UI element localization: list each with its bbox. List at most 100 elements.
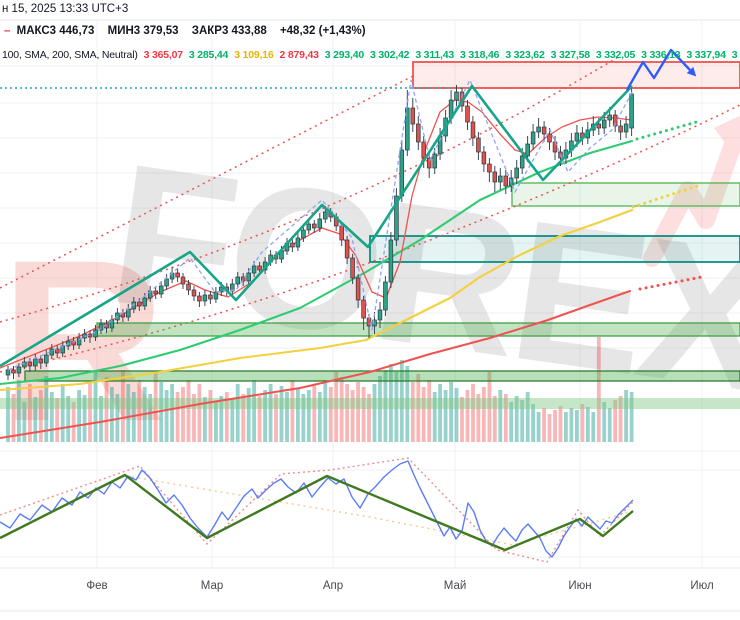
candle-down: [137, 301, 142, 307]
volume-bar: [159, 382, 164, 442]
candle-down: [180, 276, 186, 285]
dotted-projection: [631, 184, 699, 209]
dotted-projection: [638, 275, 704, 291]
volume-bar: [28, 384, 32, 442]
teal-zigzag-trendline: [0, 84, 633, 368]
indicator-value: 3 365,07: [143, 49, 183, 61]
volume-bar: [334, 372, 339, 442]
candle-up: [399, 149, 405, 197]
volume-bar: [274, 394, 278, 442]
volume-bar: [531, 404, 535, 442]
volume-bar: [558, 406, 563, 442]
price-tick-mark: –: [4, 25, 11, 37]
volume-bar: [312, 384, 317, 442]
candle-up: [16, 366, 22, 374]
volume-bar: [55, 398, 60, 442]
candle-down: [547, 133, 552, 143]
candle-down: [476, 137, 481, 153]
volume-bar: [356, 382, 360, 442]
volume-bar: [607, 408, 612, 442]
candle-down: [487, 163, 492, 173]
candle-down: [27, 361, 33, 367]
candle-up: [629, 93, 634, 129]
x-axis-label: Мар: [201, 580, 224, 592]
volume-bar: [367, 394, 371, 442]
volume-bar: [591, 412, 596, 442]
indicator-legend: 100, SMA, 200, SMA, Neutral) 3 365,07 3 28…: [2, 49, 739, 61]
supply-zone-mid: [511, 182, 740, 207]
volume-bar: [285, 392, 289, 442]
candle-down: [197, 295, 202, 302]
forecast-arrowhead: [686, 66, 697, 77]
volume-bar: [110, 387, 114, 442]
candle-up: [301, 229, 306, 239]
candle-down: [503, 175, 509, 187]
candle-up: [164, 278, 169, 287]
volume-bar: [88, 382, 92, 442]
volume-bar: [421, 387, 426, 442]
volume-bar: [153, 372, 158, 442]
volume-bar: [454, 388, 459, 442]
volume-bar: [148, 394, 153, 442]
candle-up: [601, 119, 607, 129]
volume-bar: [137, 380, 142, 442]
x-axis-label: Апр: [323, 580, 343, 592]
forecast-arrow: [625, 48, 697, 91]
candle-down: [312, 223, 317, 229]
candle-down: [186, 283, 191, 291]
volume-bar: [350, 390, 355, 442]
volume-bar: [569, 408, 574, 442]
candle-down: [596, 123, 602, 129]
volume-bar: [580, 404, 585, 442]
volume-bar: [235, 384, 240, 442]
candle-down: [421, 141, 426, 159]
indicator-value: 3 327,58: [550, 49, 590, 61]
candle-up: [22, 361, 27, 368]
volume-bar: [536, 412, 541, 442]
candle-up: [498, 175, 503, 183]
oscillator-panel: [0, 457, 634, 563]
candle-up: [306, 223, 312, 231]
blue-dashed-zigzag: [7, 78, 633, 371]
volume-bar: [33, 397, 38, 442]
candle-down: [344, 239, 350, 259]
volume-bar: [509, 402, 514, 442]
volume-bar: [624, 390, 628, 442]
candle-up: [98, 323, 104, 331]
support-bands: [0, 322, 740, 409]
sma_yellow: [0, 208, 634, 392]
volume-bar: [520, 400, 525, 442]
volume-bar: [525, 392, 530, 442]
red-dotted-channel: [0, 55, 621, 323]
volume-bar: [164, 390, 169, 442]
volume-bar: [49, 392, 54, 442]
volume-bar: [104, 377, 109, 442]
oscillator-blue-line: [0, 460, 634, 558]
volume-bar: [465, 390, 470, 442]
candle-up: [530, 131, 536, 145]
volume-bar: [482, 387, 486, 442]
indicator-value: 3 293,40: [324, 49, 365, 61]
candle-up: [202, 294, 208, 302]
low-stat: МИН3 379,53: [107, 25, 179, 37]
resistance-zone: [412, 61, 740, 89]
candle-down: [470, 121, 476, 139]
candle-up: [514, 167, 519, 179]
candle-down: [153, 290, 158, 295]
candle-down: [11, 369, 16, 374]
volume-bars: [6, 337, 634, 442]
candle-up: [405, 107, 410, 151]
volume-bar: [399, 360, 404, 442]
volume-bar: [44, 376, 49, 442]
volume-bar: [181, 387, 185, 442]
oscillator-green-zigzag: [0, 473, 634, 552]
volume-bar: [361, 387, 366, 442]
volume-bar: [17, 380, 21, 442]
volume-bar: [224, 392, 229, 442]
volume-bar: [438, 384, 442, 442]
candle-down: [541, 126, 547, 135]
candle-up: [323, 211, 328, 220]
volume-bar: [476, 394, 481, 442]
volume-bar: [186, 380, 191, 442]
